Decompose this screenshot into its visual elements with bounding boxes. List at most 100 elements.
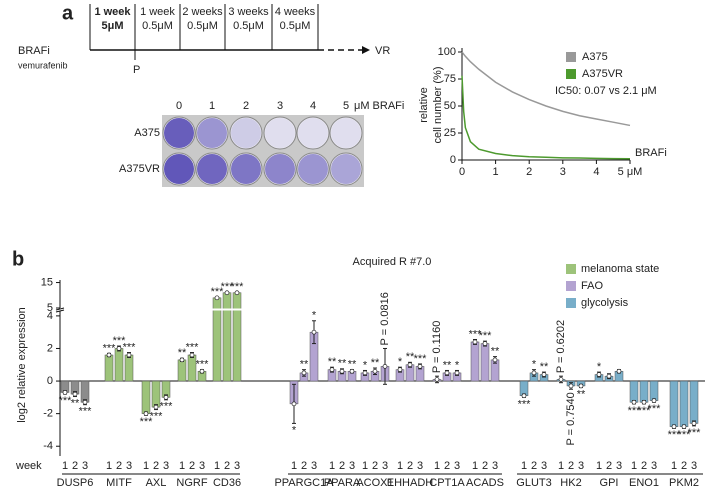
well	[296, 116, 330, 150]
bar	[629, 380, 639, 403]
significance: ***	[196, 359, 210, 371]
week-label: 2	[568, 460, 574, 472]
p-value: P = 0.6202	[555, 320, 567, 373]
significance: ***	[123, 341, 137, 353]
well-stain	[298, 118, 328, 148]
step-dose: 5μM	[101, 20, 123, 32]
week-label: 1	[596, 460, 602, 472]
week-label: 1	[472, 460, 478, 472]
week-label: 2	[407, 460, 413, 472]
y-tick-label: -4	[43, 440, 53, 452]
y-tick-label: 4	[47, 310, 53, 322]
legend-label: FAO	[581, 280, 603, 292]
week-label: 2	[372, 460, 378, 472]
x-tick-label: 2	[526, 166, 532, 178]
significance: ***	[103, 342, 117, 354]
legend-label: A375	[582, 51, 608, 63]
well-stain	[331, 154, 361, 184]
gene-label: PPARA	[324, 477, 361, 489]
gene-label: HK2	[560, 477, 581, 489]
data-point	[163, 394, 169, 400]
bar	[141, 380, 151, 414]
legend-swatch	[566, 264, 576, 274]
significance: **	[491, 346, 500, 358]
data-point	[651, 398, 657, 403]
significance: ***	[479, 330, 493, 342]
step-dose: 0.5μM	[233, 20, 264, 32]
significance: *	[455, 359, 460, 371]
well-stain	[265, 118, 295, 148]
bar-break	[222, 308, 232, 311]
well	[329, 152, 363, 186]
y-axis-label: cell number (%)	[432, 66, 444, 143]
significance: ***	[221, 281, 235, 293]
week-label: 1	[143, 460, 149, 472]
significance: **	[178, 347, 187, 359]
well-stain	[331, 118, 361, 148]
data-point	[311, 329, 317, 335]
data-point	[434, 377, 440, 382]
significance: *	[532, 359, 537, 371]
step-duration: 2 weeks	[182, 6, 223, 18]
step-dose: 0.5μM	[142, 20, 173, 32]
significance: *	[363, 359, 368, 371]
data-point	[199, 368, 205, 374]
well-stain	[265, 154, 295, 184]
gene-label: PKM2	[669, 477, 699, 489]
week-label: 2	[531, 460, 537, 472]
bar	[104, 354, 114, 382]
annotation: IC50: 0.07 vs 2.1 μM	[555, 85, 657, 97]
well	[263, 116, 297, 150]
week-label: 2	[641, 460, 647, 472]
week-label: 1	[291, 460, 297, 472]
row-label: A375	[134, 127, 160, 139]
legend-label: glycolysis	[581, 297, 629, 309]
data-point	[568, 383, 574, 389]
dose-label: 3	[277, 100, 283, 112]
x-tick-label: 3	[560, 166, 566, 178]
week-label: 1	[558, 460, 564, 472]
bar	[679, 380, 689, 427]
significance: ***	[688, 427, 702, 439]
bar	[222, 292, 232, 382]
y-tick-label: 15	[41, 276, 53, 288]
bar	[649, 380, 659, 401]
week-label: 2	[444, 460, 450, 472]
significance: ***	[414, 353, 428, 365]
y-tick-label: 0	[47, 375, 53, 387]
significance: ***	[160, 401, 174, 413]
step-duration: 1 week	[94, 6, 131, 18]
data-point	[482, 341, 488, 346]
significance: ***	[211, 286, 225, 298]
gene-label: EHHADH	[387, 477, 434, 489]
legend-swatch	[566, 298, 576, 308]
data-point	[492, 357, 498, 363]
week-label: 3	[349, 460, 355, 472]
data-point	[472, 339, 478, 345]
data-point	[382, 364, 388, 369]
data-point	[301, 370, 307, 376]
week-label: 1	[62, 460, 68, 472]
significance: ***	[469, 328, 483, 340]
p-value: P = 0.7540	[565, 392, 577, 445]
week-label: 2	[301, 460, 307, 472]
data-point	[179, 357, 185, 363]
y-tick-label: 50	[444, 100, 456, 112]
data-point	[397, 367, 403, 373]
well	[329, 116, 363, 150]
well-stain	[164, 154, 194, 184]
y-tick-label: 5	[47, 302, 53, 314]
week-label: 3	[199, 460, 205, 472]
data-point	[62, 390, 68, 395]
legend-swatch	[566, 281, 576, 291]
data-point	[454, 370, 460, 376]
data-point	[143, 411, 149, 416]
bar	[177, 359, 187, 382]
significance: **	[71, 397, 80, 409]
week-label: 1	[329, 460, 335, 472]
significance: **	[338, 358, 347, 370]
data-point	[541, 372, 547, 377]
data-point	[671, 424, 677, 430]
